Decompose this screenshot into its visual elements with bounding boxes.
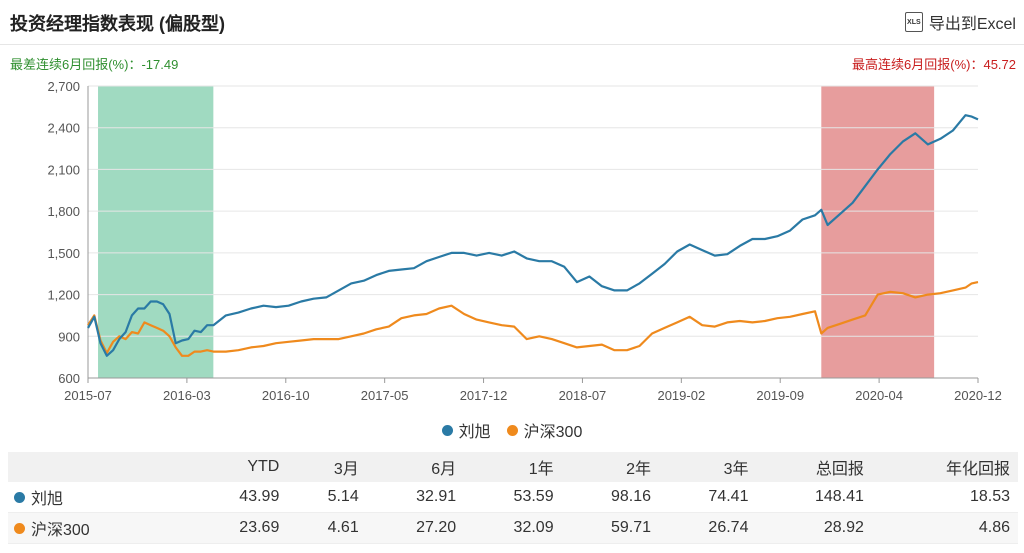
row-index-name: 沪深300 <box>31 522 90 539</box>
xls-icon: XLS <box>904 12 923 32</box>
series-line-manager <box>87 114 979 357</box>
x-tick-label: 2016-03 <box>163 388 211 403</box>
cell-6m: 32.91 <box>416 488 457 505</box>
page-title: 投资经理指数表现 (偏股型) <box>10 14 225 34</box>
header-6m: 6月 <box>431 461 457 478</box>
export-excel-button[interactable]: XLS 导出到Excel <box>904 10 1016 34</box>
x-tick-label: 2020-04 <box>855 388 903 403</box>
row-manager-name: 刘旭 <box>31 491 64 508</box>
cell-3y: 26.74 <box>708 519 749 536</box>
series-line-index <box>87 281 979 357</box>
y-tick-label: 2,700 <box>47 79 80 94</box>
table-row: 刘旭 43.99 5.14 32.91 53.59 98.16 74.41 14… <box>8 482 1018 513</box>
cell-ytd: 23.69 <box>239 519 280 536</box>
highlight-band-best-6-month <box>821 86 935 378</box>
header-ytd: YTD <box>247 458 280 475</box>
x-tick-label: 2018-07 <box>559 388 607 403</box>
x-tick-label: 2017-05 <box>361 388 409 403</box>
header-name <box>8 452 190 482</box>
returns-table: YTD 3月 6月 1年 2年 3年 总回报 年化回报 刘旭 43.99 5.1… <box>8 452 1018 544</box>
row-name-cell: 刘旭 <box>8 482 190 513</box>
panel-header: 投资经理指数表现 (偏股型) XLS 导出到Excel <box>0 0 1024 45</box>
header-total: 总回报 <box>815 461 864 478</box>
legend-item-index[interactable]: 沪深300 <box>506 418 583 442</box>
row-index-dot <box>14 522 25 534</box>
row-name-cell: 沪深300 <box>8 513 190 544</box>
x-tick-label: 2015-07 <box>64 388 112 403</box>
y-tick-label: 1,500 <box>47 246 80 261</box>
cell-6m: 27.20 <box>416 519 457 536</box>
highlight-band-worst-6-month <box>98 86 214 378</box>
legend-item-manager[interactable]: 刘旭 <box>441 418 491 442</box>
cell-1y: 53.59 <box>513 488 554 505</box>
x-tick-label: 2020-12 <box>954 388 1002 403</box>
y-tick-label: 1,800 <box>47 204 80 219</box>
chart-legend: 刘旭 沪深300 <box>0 418 1024 442</box>
legend-manager-dot <box>441 424 453 436</box>
header-annual: 年化回报 <box>945 461 1010 478</box>
y-tick-label: 600 <box>58 371 80 386</box>
x-tick-label: 2019-09 <box>756 388 804 403</box>
returns-table-header: YTD 3月 6月 1年 2年 3年 总回报 年化回报 <box>8 452 1018 482</box>
x-tick-label: 2016-10 <box>262 388 310 403</box>
cell-total: 28.92 <box>823 519 864 536</box>
cell-3m: 4.61 <box>327 519 359 536</box>
legend-index-label: 沪深300 <box>523 424 583 441</box>
performance-line-chart: 600 900 1,200 1,500 1,800 2,100 2,400 2,700 2015… <box>47 79 1002 403</box>
worst-6-month-return: 最差连续6月回报(%)：-17.49 <box>10 57 179 72</box>
cell-annual: 18.53 <box>969 488 1010 505</box>
header-1y: 1年 <box>528 461 554 478</box>
best-6-month-return: 最高连续6月回报(%)：45.72 <box>852 57 1016 72</box>
y-tick-label: 2,100 <box>47 162 80 177</box>
cell-ytd: 43.99 <box>239 488 280 505</box>
cell-2y: 98.16 <box>610 488 652 505</box>
y-tick-label: 900 <box>58 329 80 344</box>
y-tick-label: 1,200 <box>47 288 80 303</box>
header-3m: 3月 <box>333 461 359 478</box>
x-tick-label: 2019-02 <box>657 388 705 403</box>
table-row: 沪深300 23.69 4.61 27.20 32.09 59.71 26.74… <box>8 512 1018 544</box>
cell-3m: 5.14 <box>327 488 359 505</box>
y-tick-label: 2,400 <box>47 121 80 136</box>
header-2y: 2年 <box>626 461 652 478</box>
cell-annual: 4.86 <box>978 519 1010 536</box>
cell-3y: 74.41 <box>708 488 749 505</box>
legend-index-dot <box>506 424 518 436</box>
cell-2y: 59.71 <box>610 519 652 536</box>
cell-1y: 32.09 <box>513 519 554 536</box>
export-excel-label: 导出到Excel <box>928 16 1016 33</box>
cell-total: 148.41 <box>814 488 864 505</box>
header-3y: 3年 <box>723 461 749 478</box>
x-tick-label: 2017-12 <box>460 388 508 403</box>
legend-manager-label: 刘旭 <box>458 424 491 441</box>
row-manager-dot <box>14 491 25 503</box>
